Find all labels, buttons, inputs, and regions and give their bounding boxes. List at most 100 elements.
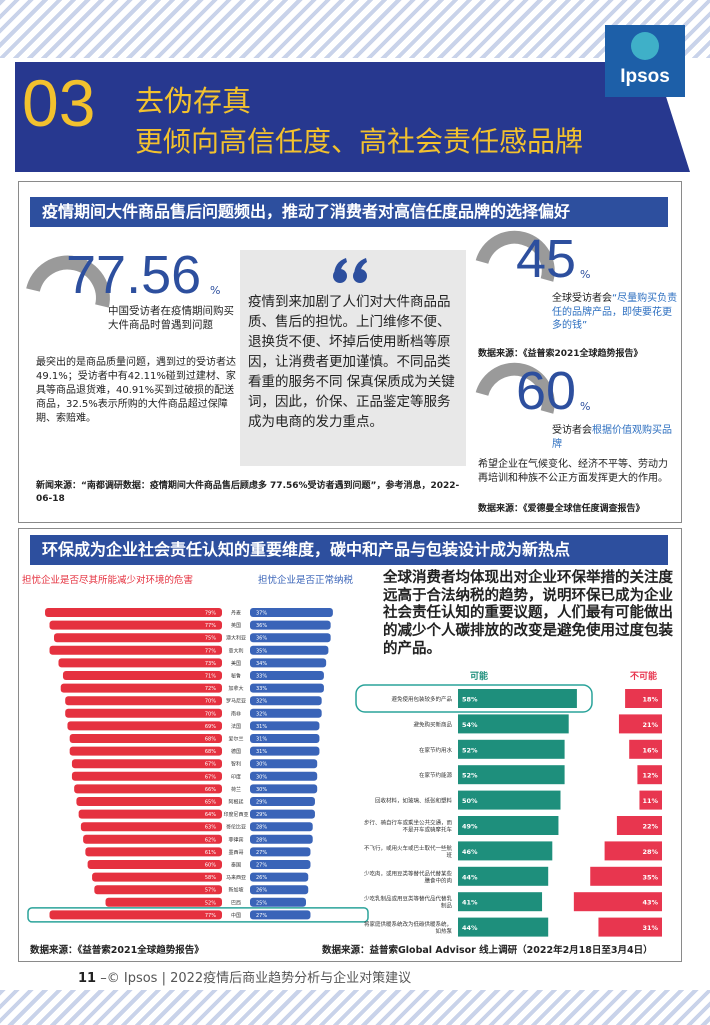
value-label: 37% <box>256 611 267 617</box>
bar <box>458 917 549 937</box>
value-label: 60% <box>205 863 216 869</box>
bar <box>80 822 222 832</box>
source: 数据来源：《益普索2021全球趋势报告》 <box>478 349 643 359</box>
category-label: 爱尔兰 <box>228 736 243 743</box>
category-label: 荷兰 <box>231 786 241 793</box>
bar <box>618 714 662 734</box>
bar <box>250 860 311 869</box>
bar <box>250 645 329 655</box>
bar <box>78 809 222 819</box>
value-label: 36% <box>256 636 267 642</box>
bottom-stripes <box>0 990 710 1025</box>
bar <box>69 746 223 756</box>
stat-unit: % <box>210 284 221 297</box>
value-label: 22% <box>642 823 658 831</box>
bar <box>250 771 318 781</box>
news-source: 新闻来源：“南都调研数据：疫情期间大件商品售后顾虑多 77.56%受访者遇到问题… <box>36 481 460 505</box>
value-label: 54% <box>462 721 478 729</box>
bar <box>639 790 662 810</box>
section-number: 03 <box>22 66 96 140</box>
category-label: 新加坡 <box>228 887 243 894</box>
bar <box>250 696 322 706</box>
stat-detail: 最突出的是商品质量问题，遇到过的受访者达49.1%；受访者中有42.11%碰到过… <box>36 357 236 424</box>
category-label: 加拿大 <box>228 685 243 692</box>
value-label: 57% <box>205 888 216 894</box>
value-label: 70% <box>205 711 216 717</box>
value-label: 52% <box>205 900 216 906</box>
bar <box>250 910 311 920</box>
value-label: 66% <box>205 787 216 793</box>
caption-highlight: 根据价值观购买品牌 <box>552 425 672 450</box>
value-label: 68% <box>205 737 216 743</box>
value-label: 43% <box>642 899 658 907</box>
bar <box>94 885 222 895</box>
value-label: 27% <box>256 913 267 919</box>
page-title: 去伪存真 <box>135 84 252 118</box>
value-label: 44% <box>462 924 478 932</box>
value-label: 73% <box>205 661 216 667</box>
bar <box>65 708 222 718</box>
bar <box>458 892 543 912</box>
category-label: 哥伦比亚 <box>226 824 246 831</box>
bar <box>250 683 324 693</box>
value-label: 72% <box>205 686 216 692</box>
bar <box>616 816 662 835</box>
bar <box>458 866 549 886</box>
value-label: 67% <box>205 774 216 780</box>
charts: 担忧企业是否尽其所能减少对环境的危害 担忧企业是否正常纳税 79% 37% 丹麦 77% 3… <box>22 574 662 937</box>
category-label: 巴西 <box>231 900 241 906</box>
highlight-frame <box>27 907 369 923</box>
bar <box>49 620 222 630</box>
gauge <box>475 230 555 282</box>
bar <box>604 841 662 861</box>
value-label: 27% <box>256 850 267 856</box>
bar <box>458 739 565 759</box>
category-label: 在家节约能源 <box>419 771 453 779</box>
value-label: 33% <box>256 674 267 680</box>
stat-caption: 中国受访者在疫情期间购买大件商品时曾遇到问题 <box>108 305 234 331</box>
value-label: 30% <box>256 774 267 780</box>
bar <box>458 714 569 734</box>
value-label: 77% <box>205 648 216 654</box>
source: 数据来源：《益普索2021全球趋势报告》 <box>30 945 204 956</box>
value-label: 32% <box>256 711 267 717</box>
category-label: 丹麦 <box>231 610 241 617</box>
category-label: 墨西哥 <box>228 850 243 856</box>
stat-value: 60 <box>516 361 577 421</box>
value-label: 30% <box>256 762 267 768</box>
value-label: 35% <box>642 873 658 881</box>
category-label: 智利 <box>231 761 241 768</box>
value-label: 61% <box>205 850 216 856</box>
value-label: 35% <box>256 648 267 654</box>
value-label: 36% <box>256 623 267 629</box>
category-label: 回收材料，如玻璃、纸张和塑料 <box>375 797 453 805</box>
logo-figure <box>631 32 659 60</box>
bar <box>250 897 306 907</box>
value-label: 28% <box>642 848 658 856</box>
source: 数据来源：益普索Global Advisor 线上调研（2022年2月18日至3… <box>322 945 653 956</box>
bar <box>60 683 222 693</box>
bar <box>83 834 223 844</box>
bar <box>458 790 561 810</box>
value-label: 68% <box>205 749 216 755</box>
value-label: 52% <box>462 746 478 754</box>
bar <box>250 708 322 718</box>
value-label: 28% <box>256 825 267 831</box>
value-label: 69% <box>205 724 216 730</box>
banner <box>15 62 690 172</box>
category-label: 将家庭供暖系统改为低碳供暖系统，如热泵 <box>364 920 453 935</box>
value-label: 25% <box>256 900 267 906</box>
category-label: 印度 <box>231 773 241 780</box>
value-label: 31% <box>256 749 267 755</box>
highlight-frame <box>355 684 593 713</box>
gauge <box>475 362 555 414</box>
category-label: 英国 <box>231 622 241 629</box>
value-label: 30% <box>256 787 267 793</box>
bar <box>62 671 223 680</box>
bar <box>71 771 222 781</box>
bar <box>629 739 662 759</box>
category-label: 罗马尼亚 <box>226 698 246 705</box>
quote-box <box>240 250 466 466</box>
